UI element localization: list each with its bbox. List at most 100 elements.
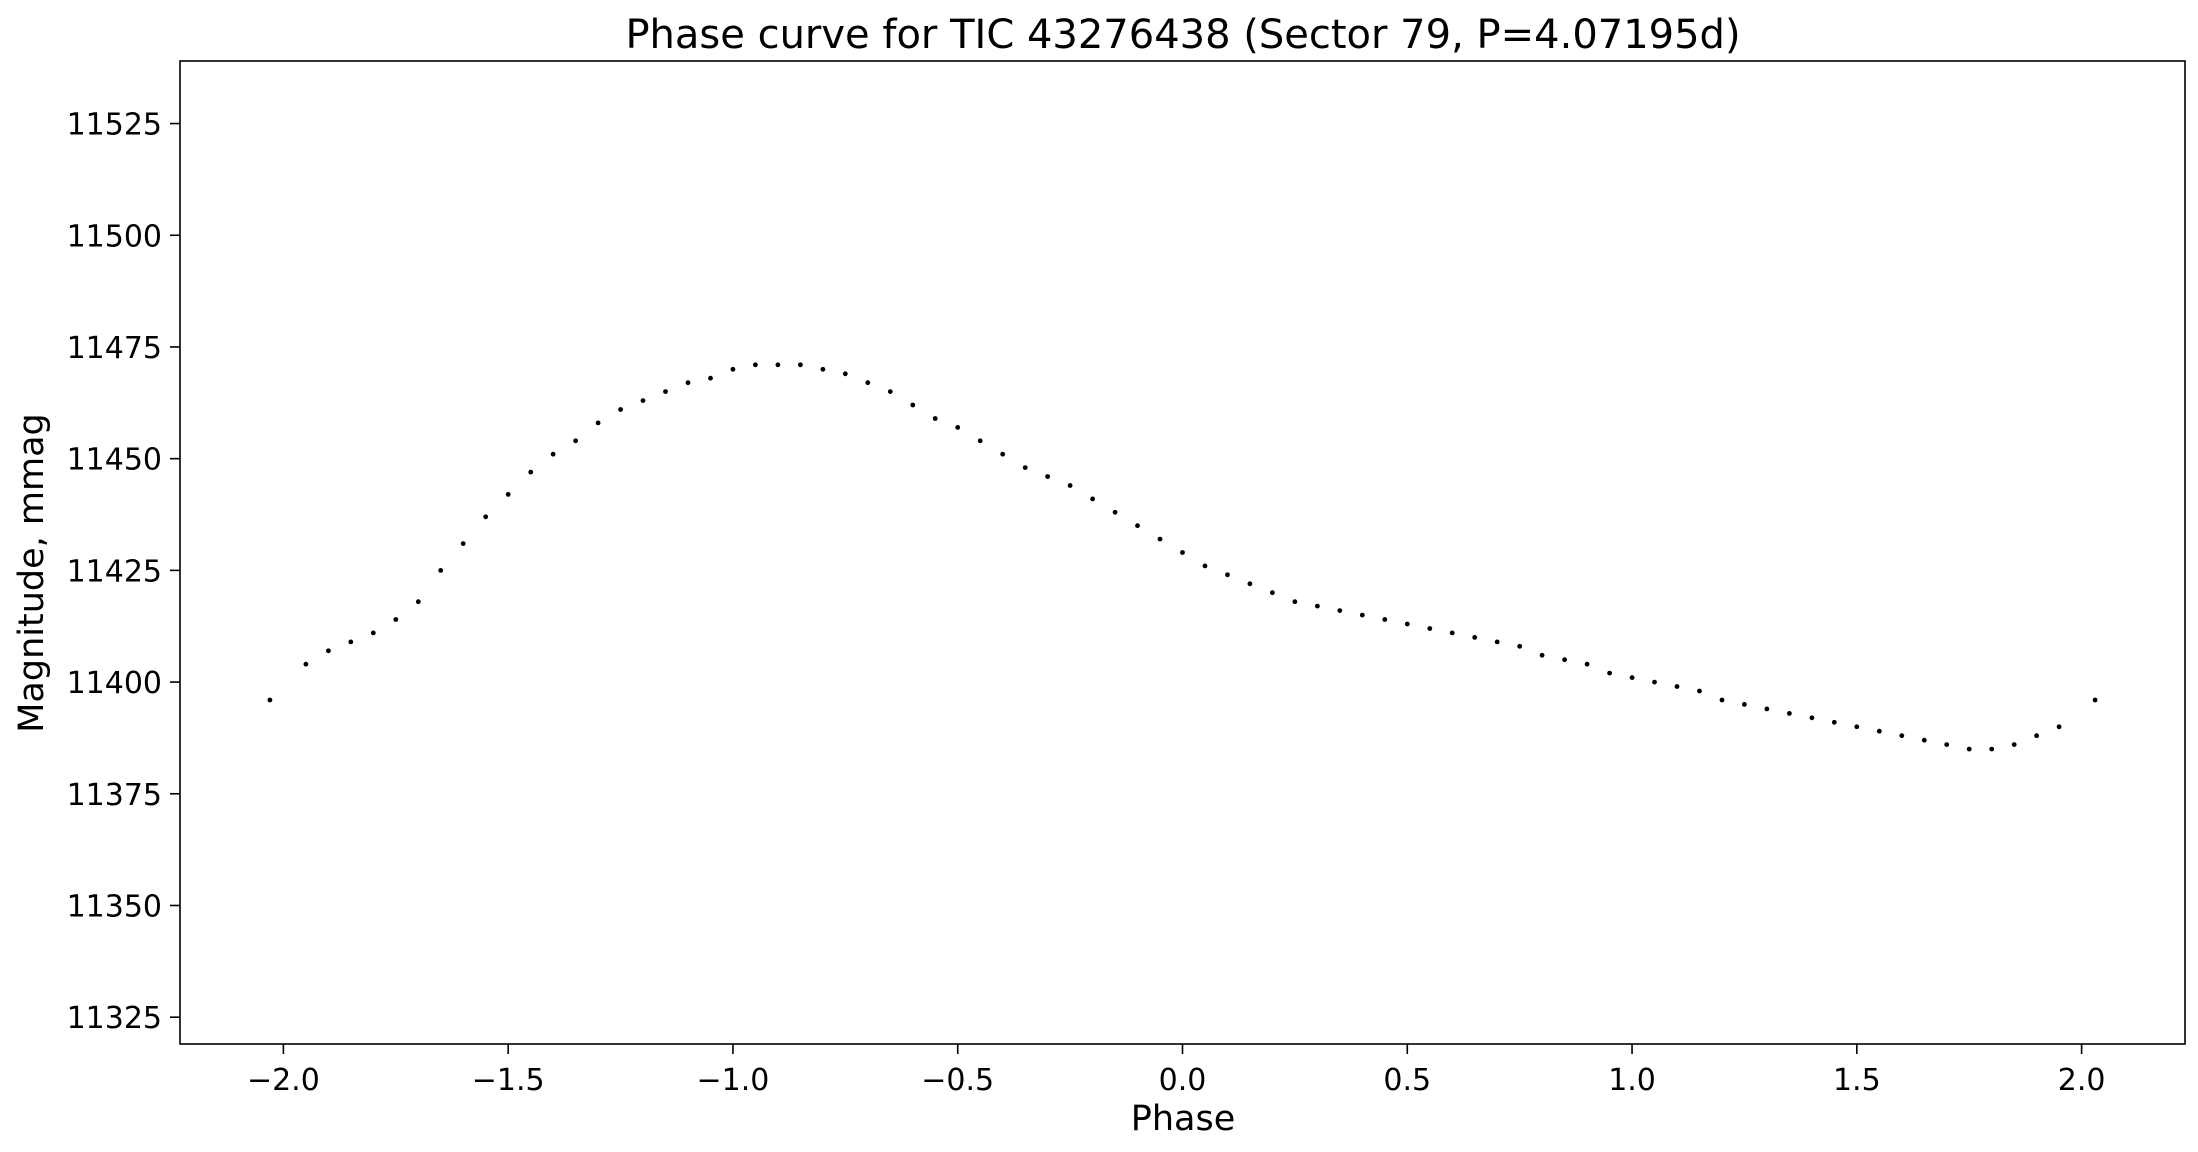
data-point <box>438 568 444 573</box>
data-point <box>1247 581 1253 587</box>
data-point <box>932 416 938 421</box>
data-point <box>326 648 331 654</box>
data-point <box>1809 715 1815 721</box>
data-point <box>1719 697 1725 703</box>
data-point <box>1067 483 1073 488</box>
y-tick-label: 11475 <box>67 331 162 366</box>
x-tick-label: 0.5 <box>1383 1063 1431 1098</box>
data-point <box>1989 746 1995 752</box>
data-point <box>1876 728 1882 734</box>
data-point <box>1854 724 1860 730</box>
data-point <box>640 398 646 403</box>
data-point <box>1539 652 1545 658</box>
data-point <box>1180 550 1185 555</box>
data-point <box>1764 706 1770 712</box>
data-point <box>1921 737 1927 743</box>
data-point <box>1449 630 1455 636</box>
data-point <box>685 380 691 386</box>
data-point <box>1292 599 1298 605</box>
data-point <box>1427 626 1433 631</box>
data-point <box>1472 635 1478 640</box>
y-tick-label: 11500 <box>67 219 162 254</box>
data-point <box>1966 746 1972 752</box>
data-point <box>348 639 354 645</box>
data-point <box>1494 639 1500 645</box>
data-point <box>1382 617 1388 622</box>
data-point <box>550 451 556 457</box>
x-tick-label: 2.0 <box>2058 1063 2106 1098</box>
data-point <box>483 514 489 520</box>
data-point <box>842 371 848 377</box>
data-point <box>303 661 309 667</box>
y-tick-label: 11375 <box>67 778 162 813</box>
data-point <box>1629 675 1635 680</box>
data-point <box>1315 603 1320 609</box>
y-axis-ticks: 11325 11350 11375 11400 11425 11450 11475 11500… <box>67 108 180 1036</box>
y-tick-label: 11425 <box>67 554 162 589</box>
data-point <box>887 389 893 394</box>
data-point <box>1787 711 1792 716</box>
y-axis-label: Magnitude, mmag <box>12 413 52 733</box>
data-point <box>618 407 623 412</box>
data-point <box>1045 474 1050 479</box>
data-point <box>910 402 916 408</box>
data-point <box>1000 451 1006 457</box>
chart-title: Phase curve for TIC 43276438 (Sector 79,… <box>625 12 1740 58</box>
data-point <box>1607 670 1612 676</box>
data-point <box>730 366 736 372</box>
data-point <box>2092 697 2098 703</box>
data-point <box>595 420 601 426</box>
data-point <box>1090 496 1095 502</box>
data-point <box>1652 679 1657 685</box>
data-point <box>460 541 466 546</box>
data-point <box>798 362 803 368</box>
data-point <box>1359 612 1365 618</box>
data-point <box>1135 523 1140 529</box>
x-tick-label: −1.5 <box>472 1063 545 1098</box>
data-point <box>528 469 534 475</box>
x-axis-label: Phase <box>1131 1099 1236 1139</box>
data-point <box>1517 643 1523 649</box>
y-tick-label: 11350 <box>67 889 162 924</box>
x-tick-label: 1.5 <box>1833 1063 1881 1098</box>
data-point <box>1270 590 1275 596</box>
y-tick-label: 11450 <box>67 443 162 478</box>
data-point <box>1899 733 1905 739</box>
x-tick-label: 1.0 <box>1608 1063 1656 1098</box>
data-point <box>775 362 781 368</box>
data-point <box>1562 657 1567 663</box>
data-point <box>1674 684 1680 689</box>
data-point <box>573 438 578 444</box>
data-point <box>1944 742 1950 747</box>
x-axis-ticks: −2.0 −1.5 −1.0 −0.5 0.0 0.5 1.0 1.5 2.0 <box>247 1044 2105 1098</box>
data-point <box>1742 702 1747 707</box>
data-point <box>1225 572 1230 578</box>
data-point <box>370 630 376 636</box>
data-point <box>977 438 983 444</box>
data-point <box>820 366 826 372</box>
data-point <box>267 697 273 703</box>
x-tick-label: −0.5 <box>921 1063 994 1098</box>
data-point <box>2034 733 2039 739</box>
y-tick-label: 11525 <box>67 108 162 143</box>
y-tick-label: 11325 <box>67 1001 162 1036</box>
x-tick-label: −2.0 <box>247 1063 320 1098</box>
data-point <box>2011 742 2017 747</box>
data-point <box>1202 563 1208 569</box>
data-point <box>708 375 713 381</box>
data-point <box>753 362 758 368</box>
y-tick-label: 11400 <box>67 666 162 701</box>
x-tick-label: −1.0 <box>697 1063 770 1098</box>
data-point <box>2056 724 2062 730</box>
data-point <box>1112 509 1118 515</box>
data-point <box>415 599 421 605</box>
data-point <box>505 492 511 497</box>
x-tick-label: 0.0 <box>1159 1063 1207 1098</box>
data-point <box>1337 608 1343 613</box>
data-point <box>1584 661 1590 667</box>
scatter-points <box>267 362 2098 752</box>
data-point <box>955 425 961 430</box>
data-point <box>865 380 871 386</box>
data-point <box>1831 719 1837 725</box>
